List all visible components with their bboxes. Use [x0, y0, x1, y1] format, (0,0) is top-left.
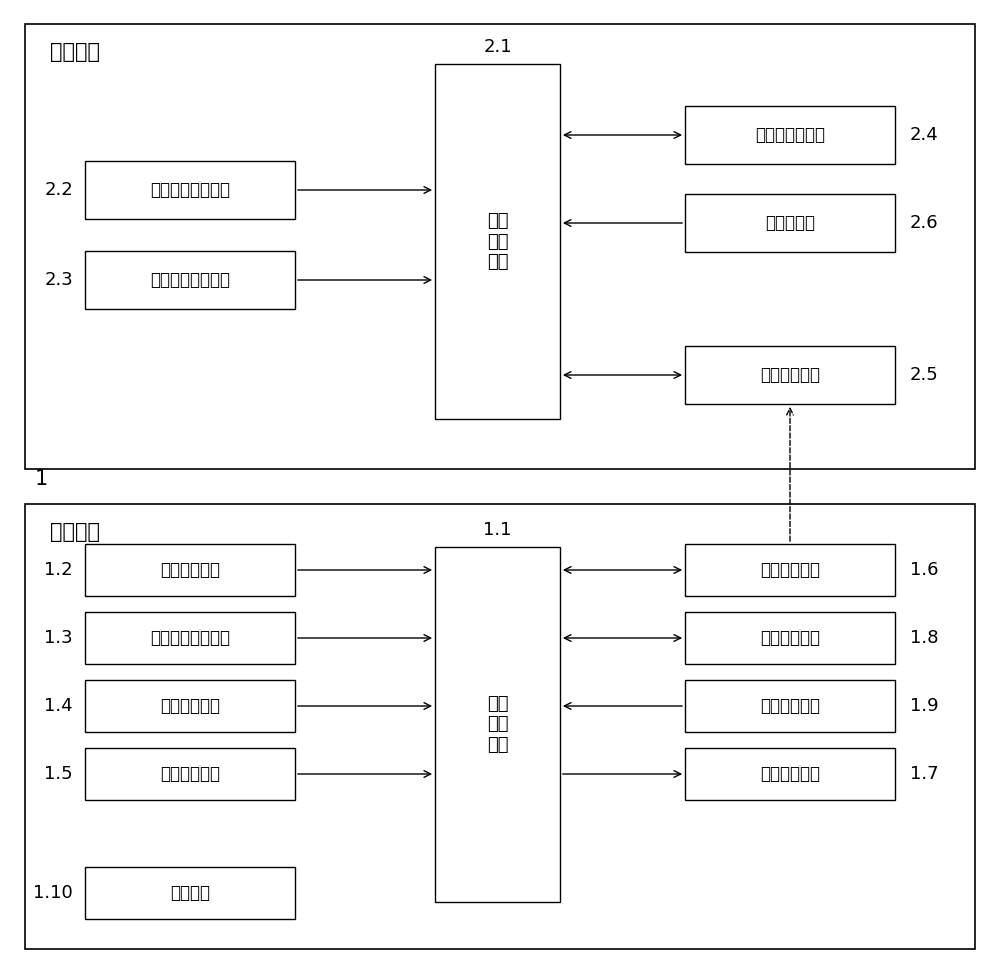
Text: 地上
微处
理器: 地上 微处 理器: [487, 211, 508, 272]
Text: 触摸屏人机接口: 触摸屏人机接口: [755, 126, 825, 144]
Text: 2.4: 2.4: [910, 126, 939, 144]
Text: 触探深度测量电路: 触探深度测量电路: [150, 181, 230, 199]
Text: 比较唤醒电路: 比较唤醒电路: [760, 697, 820, 715]
Text: 1.8: 1.8: [910, 629, 938, 647]
Bar: [685, 544, 895, 596]
Bar: [685, 106, 895, 164]
Text: 串行通信电路: 串行通信电路: [760, 629, 820, 647]
Bar: [685, 748, 895, 800]
Text: 无线通信电路: 无线通信电路: [760, 561, 820, 579]
Text: 1.3: 1.3: [44, 629, 73, 647]
Bar: [85, 612, 295, 664]
Bar: [685, 194, 895, 252]
Text: 勘测环境监测电路: 勘测环境监测电路: [150, 271, 230, 289]
Bar: [85, 161, 295, 219]
Text: 1.2: 1.2: [44, 561, 73, 579]
Text: 2.3: 2.3: [44, 271, 73, 289]
Bar: [685, 346, 895, 404]
Text: 数据备份电路: 数据备份电路: [160, 561, 220, 579]
Text: 1.10: 1.10: [33, 884, 73, 902]
Bar: [685, 680, 895, 732]
Text: 1.5: 1.5: [44, 765, 73, 783]
Bar: [85, 748, 295, 800]
Bar: [85, 867, 295, 919]
Text: 地上系统: 地上系统: [50, 42, 100, 62]
Bar: [85, 544, 295, 596]
Text: 2.6: 2.6: [910, 214, 939, 232]
Text: 2.1: 2.1: [483, 38, 512, 56]
Text: 上位机接口: 上位机接口: [765, 214, 815, 232]
Bar: [685, 612, 895, 664]
Text: 阻力测量电路: 阻力测量电路: [160, 697, 220, 715]
Text: 2.2: 2.2: [44, 181, 73, 199]
Bar: [85, 251, 295, 309]
Bar: [85, 680, 295, 732]
Text: 无线接收电路: 无线接收电路: [760, 366, 820, 384]
Bar: [25, 24, 975, 469]
Text: 地下
微处
理器: 地下 微处 理器: [487, 694, 508, 754]
Text: 供电电路: 供电电路: [170, 884, 210, 902]
Text: 倾斜角度测量电路: 倾斜角度测量电路: [150, 629, 230, 647]
Text: 同步时钟电路: 同步时钟电路: [760, 765, 820, 783]
Text: 1.6: 1.6: [910, 561, 938, 579]
Text: 2.5: 2.5: [910, 366, 939, 384]
Text: 1: 1: [35, 469, 48, 489]
Text: 地下系统: 地下系统: [50, 522, 100, 542]
Bar: [435, 547, 560, 902]
Text: 1.4: 1.4: [44, 697, 73, 715]
Text: 1.9: 1.9: [910, 697, 939, 715]
Text: 1.7: 1.7: [910, 765, 939, 783]
Bar: [25, 504, 975, 949]
Bar: [435, 64, 560, 419]
Text: 1.1: 1.1: [483, 521, 512, 539]
Text: 温度测量电路: 温度测量电路: [160, 765, 220, 783]
